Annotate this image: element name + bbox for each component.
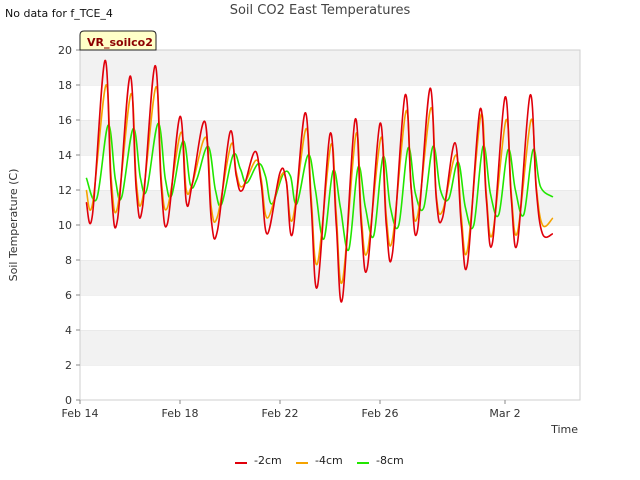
grid-band	[80, 50, 580, 85]
site-label-badge-shape	[79, 30, 157, 51]
no-data-notice: No data for f_TCE_4	[5, 7, 113, 20]
y-tick-label: 16	[58, 114, 72, 127]
grid-band	[80, 295, 580, 330]
y-tick-label: 14	[58, 149, 72, 162]
x-tick-label: Feb 22	[262, 407, 299, 420]
chart-title: Soil CO2 East Temperatures	[229, 3, 411, 18]
y-tick-label: 12	[58, 184, 72, 197]
grid-band	[80, 330, 580, 365]
series-line-minus-2cm	[85, 59, 554, 303]
y-tick-label: 10	[58, 219, 72, 232]
legend-label: -2cm	[254, 454, 282, 467]
site-label-badge: VR_soilco2	[79, 30, 157, 51]
x-tick-label: Mar 2	[489, 407, 520, 420]
legend-label: -4cm	[315, 454, 343, 467]
grid-band	[80, 365, 580, 400]
y-tick-label: 8	[65, 254, 72, 267]
legend-label: -8cm	[376, 454, 404, 467]
y-tick-label: 0	[65, 394, 72, 407]
grid-bands	[80, 49, 580, 400]
x-axis-label: Time	[550, 423, 578, 436]
x-tick-label: Feb 26	[362, 407, 399, 420]
x-tick-label: Feb 14	[62, 407, 99, 420]
site-label-text: VR_soilco2	[87, 36, 153, 49]
x-axis-ticks: Feb 14 Feb 18 Feb 22 Feb 26 Mar 2	[62, 400, 521, 420]
y-axis-ticks: 0 2 4 6 8 10 12 14 16 18 20	[58, 44, 80, 407]
x-tick-label: Feb 18	[162, 407, 199, 420]
y-axis-label: Soil Temperature (C)	[7, 169, 20, 282]
y-tick-label: 2	[65, 359, 72, 372]
legend: -2cm -4cm -8cm	[235, 454, 404, 467]
y-tick-label: 6	[65, 289, 72, 302]
grid-band	[80, 225, 580, 260]
y-tick-label: 20	[58, 44, 72, 57]
grid-band	[80, 260, 580, 295]
series-lines	[85, 59, 554, 303]
y-tick-label: 18	[58, 79, 72, 92]
y-tick-label: 4	[65, 324, 72, 337]
grid-band	[80, 85, 580, 120]
